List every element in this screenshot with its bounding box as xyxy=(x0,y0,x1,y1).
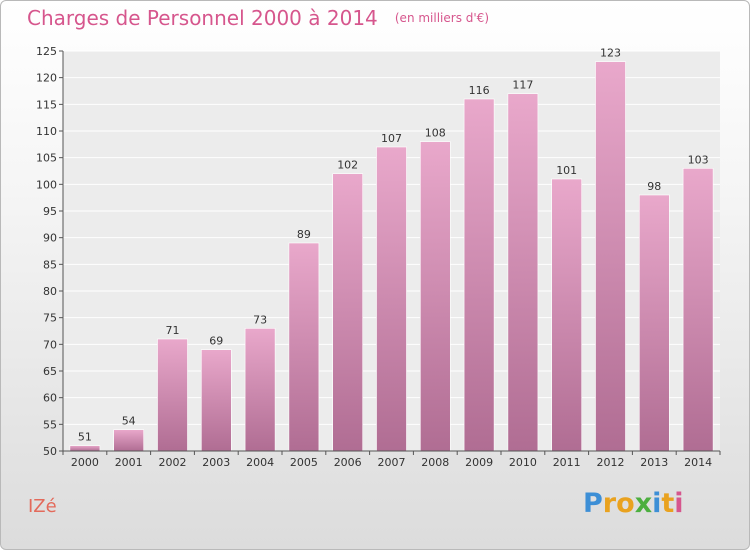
y-tick-label: 80 xyxy=(43,285,57,298)
x-tick-label: 2003 xyxy=(202,456,230,469)
y-tick-label: 60 xyxy=(43,392,57,405)
x-tick-label: 2007 xyxy=(378,456,406,469)
logo-letter: x xyxy=(634,488,653,519)
logo-letter: P xyxy=(583,488,603,519)
data-label: 116 xyxy=(469,84,490,97)
data-label: 73 xyxy=(253,313,267,326)
logo-letter: i xyxy=(674,488,684,519)
logo-letter: t xyxy=(661,488,675,519)
bar xyxy=(332,173,364,452)
x-tick-label: 2014 xyxy=(684,456,712,469)
x-tick-label: 2001 xyxy=(115,456,143,469)
x-tick-label: 2004 xyxy=(246,456,274,469)
bar xyxy=(157,338,188,452)
bar xyxy=(682,168,714,452)
x-tick-label: 2002 xyxy=(159,456,187,469)
bar xyxy=(376,146,407,452)
bar xyxy=(419,141,451,452)
y-tick-label: 120 xyxy=(36,72,57,85)
data-label: 108 xyxy=(425,127,446,140)
data-label: 69 xyxy=(209,335,223,348)
bar xyxy=(507,93,539,452)
y-tick-label: 50 xyxy=(43,445,57,458)
bar xyxy=(244,328,276,452)
y-tick-label: 110 xyxy=(36,125,57,138)
y-tick-label: 95 xyxy=(43,205,57,218)
x-tick-label: 2009 xyxy=(465,456,493,469)
data-label: 71 xyxy=(166,324,180,337)
y-tick-label: 105 xyxy=(36,152,57,165)
data-label: 103 xyxy=(688,153,709,166)
y-tick-label: 125 xyxy=(36,45,57,58)
bar xyxy=(201,349,232,452)
y-tick-label: 65 xyxy=(43,365,57,378)
x-tick-label: 2008 xyxy=(421,456,449,469)
bar xyxy=(638,194,670,452)
y-tick-label: 55 xyxy=(43,418,57,431)
x-tick-label: 2010 xyxy=(509,456,537,469)
bar xyxy=(69,445,101,452)
data-label: 123 xyxy=(600,47,621,60)
chart-title: Charges de Personnel 2000 à 2014 xyxy=(27,6,378,30)
data-label: 51 xyxy=(78,431,92,444)
chart-unit: (en milliers d'€) xyxy=(394,11,489,25)
data-label: 102 xyxy=(337,159,358,172)
y-tick-label: 85 xyxy=(43,258,57,271)
bar xyxy=(595,61,626,452)
y-tick-label: 90 xyxy=(43,232,57,245)
data-label: 101 xyxy=(556,164,577,177)
data-label: 107 xyxy=(381,132,402,145)
y-tick-label: 100 xyxy=(36,178,57,191)
logo-letter: i xyxy=(652,488,662,519)
x-tick-label: 2013 xyxy=(640,456,668,469)
y-tick-label: 115 xyxy=(36,98,57,111)
x-tick-label: 2011 xyxy=(553,456,581,469)
data-label: 54 xyxy=(122,415,136,428)
x-tick-label: 2000 xyxy=(71,456,99,469)
y-tick-label: 75 xyxy=(43,312,57,325)
data-label: 89 xyxy=(297,228,311,241)
chart-title-row: Charges de Personnel 2000 à 2014 (en mil… xyxy=(27,6,489,30)
bar xyxy=(463,98,495,452)
data-label: 117 xyxy=(512,79,533,92)
x-tick-label: 2005 xyxy=(290,456,318,469)
bar xyxy=(288,242,320,452)
bar xyxy=(113,429,144,452)
commune-name: IZé xyxy=(28,496,57,517)
y-tick-label: 70 xyxy=(43,338,57,351)
x-tick-label: 2012 xyxy=(597,456,625,469)
bar xyxy=(551,178,583,452)
logo-letter: o xyxy=(616,488,635,519)
x-tick-label: 2006 xyxy=(334,456,362,469)
logo-letter: r xyxy=(602,488,617,519)
data-label: 98 xyxy=(647,180,661,193)
proxiti-logo[interactable]: Proxiti xyxy=(583,488,684,519)
